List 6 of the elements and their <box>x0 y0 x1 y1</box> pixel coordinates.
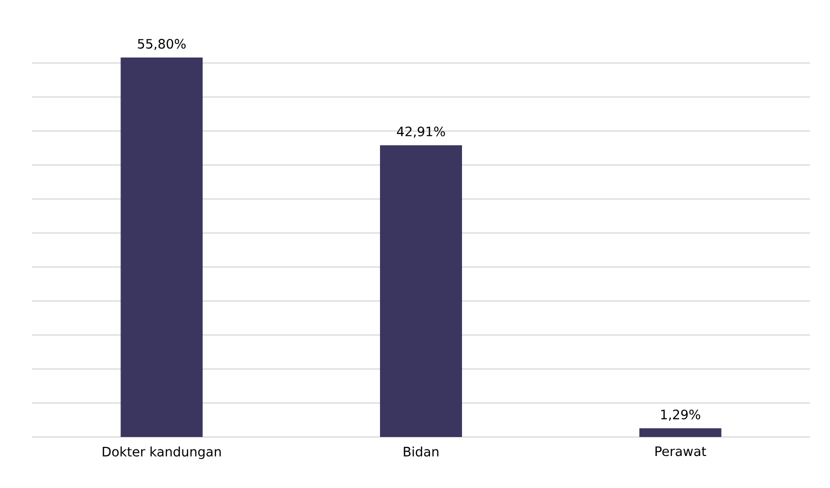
x-tick-label: Bidan <box>404 446 438 457</box>
data-label: 1,29% <box>661 410 700 421</box>
x-tick-label: Dokter kandungan <box>102 446 221 460</box>
x-tick-label: Perawat <box>656 446 706 456</box>
data-label: 42,91% <box>396 126 445 138</box>
data-label: 55,80% <box>138 38 186 50</box>
